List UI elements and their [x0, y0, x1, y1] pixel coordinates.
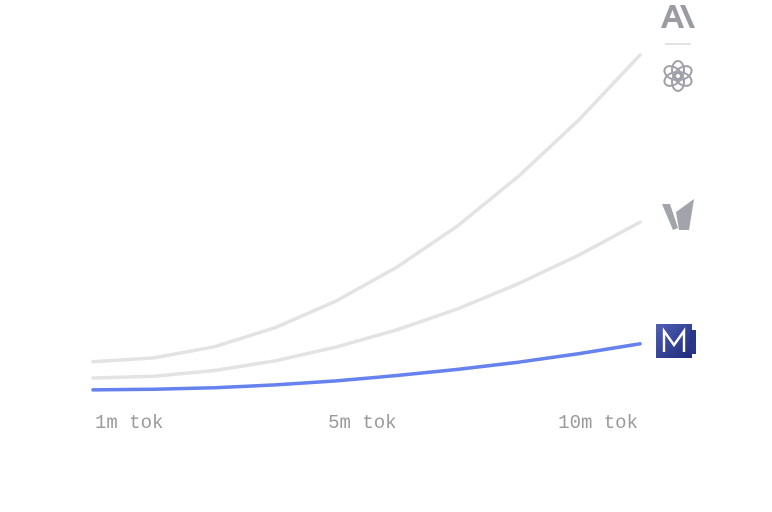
- series-line: [91, 220, 642, 380]
- x-tick-label: 10m tok: [558, 412, 638, 434]
- x-tick-label: 5m tok: [328, 412, 396, 434]
- v-logo: [662, 199, 694, 230]
- openai-logo: [663, 60, 693, 92]
- series-line: [91, 342, 642, 392]
- m-logo: [656, 324, 696, 358]
- series-line: [91, 53, 642, 364]
- x-tick-label: 1m tok: [95, 412, 163, 434]
- anthropic-logo: [661, 5, 695, 28]
